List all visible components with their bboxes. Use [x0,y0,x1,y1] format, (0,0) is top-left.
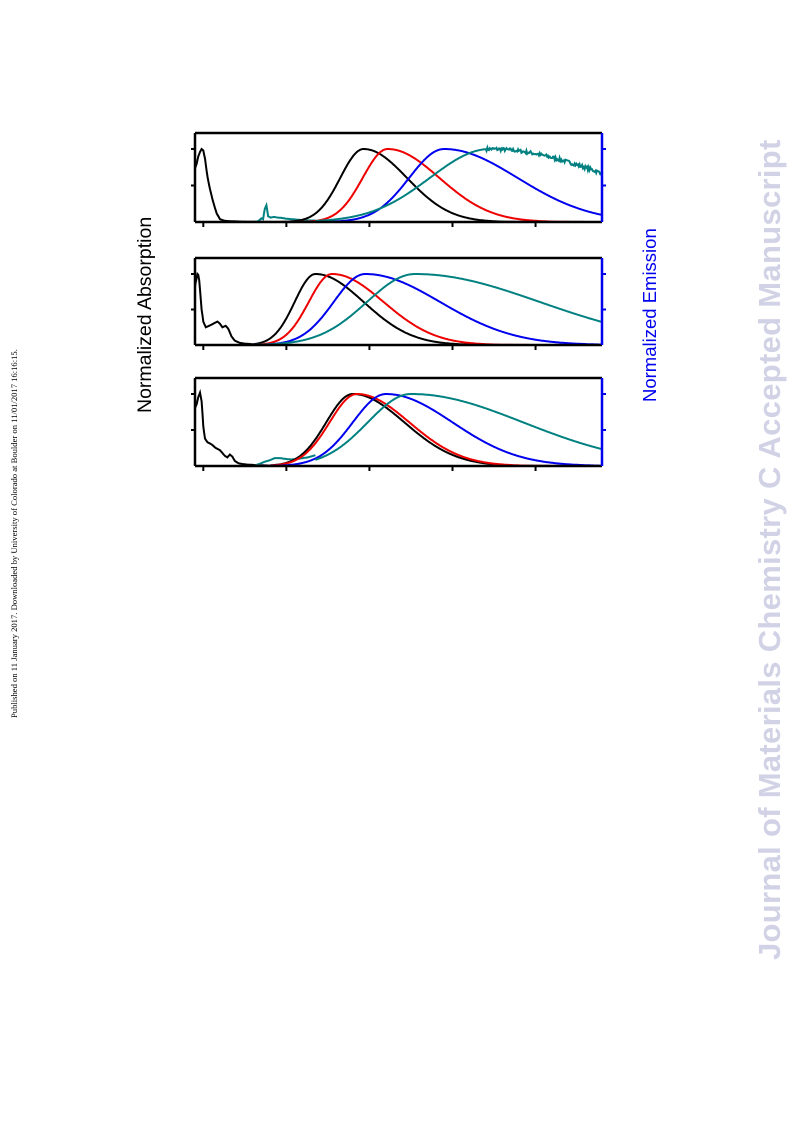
panel-3-teal-absorption-feature [252,454,316,466]
panel-2-emission-line-blue [253,273,602,345]
panel-3-emission-line-teal [315,393,602,461]
panel-1-teal-absorption-feature [252,201,316,222]
panel-3-emission-line-black [253,393,602,466]
panel-2-emission-line-black [252,273,602,345]
y-axis-label-emission: Normalized Emission [639,228,660,402]
panel-1-absorption-line [195,147,279,222]
panel-2-emission-line-teal [252,273,602,345]
panel-3-absorption-line [195,388,303,466]
panel-1-emission-line-black [253,148,602,222]
y-axis-label-absorption: Normalized Absorption [134,216,156,413]
published-line: Published on 11 January 2017. Downloaded… [9,349,19,718]
panel-2-absorption-line [195,271,279,345]
panel-1-emission-line-teal [315,144,602,222]
panel-1-emission-line-blue [253,148,602,222]
panel-1-emission-line-red [253,148,602,222]
panel-2-emission-line-red [252,273,602,345]
panel-3-emission-line-red [253,393,602,466]
journal-watermark: Journal of Materials Chemistry C Accepte… [752,139,787,960]
panel-3-emission-line-blue [253,393,602,466]
